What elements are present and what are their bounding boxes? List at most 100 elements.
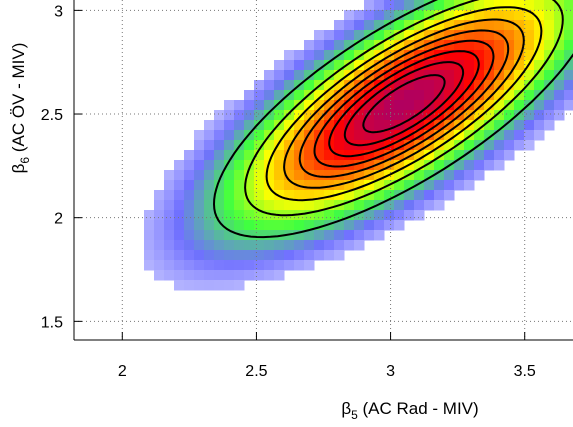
heat-cell [534,110,545,121]
heat-cell [334,70,345,81]
heat-cell [234,280,245,291]
heat-cell [554,40,565,51]
heat-cell [204,170,215,181]
heat-cell [314,150,325,161]
heat-cell [144,210,155,221]
heat-cell [424,120,435,131]
heat-cell [224,110,235,121]
heat-cell [474,10,485,21]
heat-cell [424,40,435,51]
heat-cell [514,90,525,101]
heat-cell [264,90,275,101]
heat-cell [524,110,535,121]
heat-cell [564,80,573,91]
heat-cell [554,50,565,61]
heat-cell [504,40,515,51]
heat-cell [394,90,405,101]
heat-cell [334,190,345,201]
heat-cell [424,20,435,31]
contour-lines [212,0,573,239]
heat-cell [204,140,215,151]
heat-cell [314,180,325,191]
heat-cell [344,190,355,201]
heat-cell [394,110,405,121]
y-tick-label: 1.5 [41,314,63,331]
heat-cell [254,80,265,91]
heat-cell [224,120,235,131]
heat-cell [434,150,445,161]
heat-cell [504,110,515,121]
heat-cell [254,120,265,131]
heat-cell [344,90,355,101]
heat-cell [494,40,505,51]
heat-cell [544,100,555,111]
heat-cell [414,200,425,211]
heat-cell [244,160,255,171]
heat-cell [344,10,355,21]
heat-cell [214,220,225,231]
heat-cell [304,260,315,271]
heat-cell [514,10,525,21]
heat-cell [274,150,285,161]
heat-cell [454,70,465,81]
heat-cell [314,190,325,201]
heat-cell [274,80,285,91]
heat-cell [524,0,535,11]
heat-cell [284,70,295,81]
heat-cell [464,150,475,161]
heat-cell [524,70,535,81]
heat-cell [214,190,225,201]
heat-cell [254,270,265,281]
heat-cell [434,0,445,11]
heat-cell [364,100,375,111]
heat-cell [404,30,415,41]
heat-cell [564,0,573,11]
heat-cell [374,230,385,241]
heat-cell [444,140,455,151]
heat-cell [154,200,165,211]
heat-cell [514,50,525,61]
heat-cell [314,220,325,231]
heat-cell [254,220,265,231]
heat-cell [434,140,445,151]
heat-cell [294,130,305,141]
heat-cell [264,70,275,81]
heat-cell [464,60,475,71]
heat-cell [504,60,515,71]
heat-cell [274,200,285,211]
heat-cell [404,20,415,31]
heat-cell [184,250,195,261]
heat-cell [484,160,495,171]
heat-cell [194,270,205,281]
heat-cell [244,210,255,221]
heat-cell [344,140,355,151]
heat-cell [334,220,345,231]
heat-cell [314,140,325,151]
heat-cell [264,260,275,271]
heat-cell [184,190,195,201]
heat-cell [534,0,545,11]
y-tick-label: 2 [54,211,63,228]
heat-cell [384,200,395,211]
heat-cell [194,230,205,241]
heat-cell [234,250,245,261]
heat-cell [324,250,335,261]
heat-cell [324,190,335,201]
heat-cell [474,170,485,181]
heat-cell [224,210,235,221]
heat-cell [324,120,335,131]
heat-cell [304,200,315,211]
heat-cell [164,270,175,281]
heat-cell [534,130,545,141]
heat-cell [404,210,415,221]
heat-cell [174,170,185,181]
heat-cell [204,270,215,281]
heat-cell [504,50,515,61]
heat-cell [334,230,345,241]
heat-cell [204,230,215,241]
heat-cell [214,140,225,151]
heat-cell [264,110,275,121]
heat-cell [444,180,455,191]
heat-cell [534,60,545,71]
heat-cell [274,60,285,71]
